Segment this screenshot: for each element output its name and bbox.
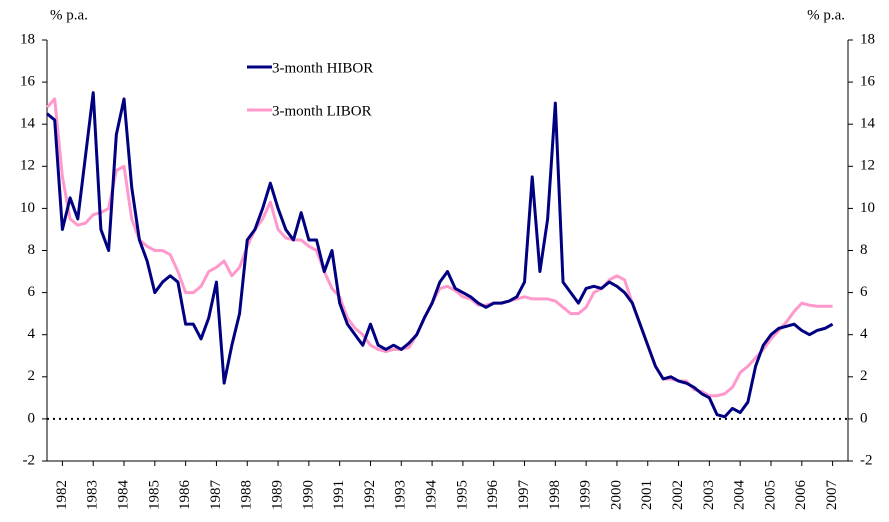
x-tick-label: 1986 (177, 480, 193, 511)
x-tick-label: 1990 (300, 480, 316, 510)
x-tick-label: 2004 (732, 480, 748, 511)
y-tick-label: 10 (20, 200, 35, 216)
y2-tick-label: 12 (860, 158, 875, 174)
x-tick-label: 2000 (608, 480, 624, 510)
legend-label: 3-month HIBOR (272, 60, 373, 76)
x-tick-label: 1984 (115, 480, 131, 511)
x-tick-label: 1982 (54, 480, 70, 510)
y2-tick-label: 18 (860, 31, 875, 47)
x-tick-label: 1985 (146, 480, 162, 510)
y-tick-label: 18 (20, 31, 35, 47)
x-tick-label: 1983 (85, 480, 101, 510)
x-tick-label: 2006 (793, 480, 809, 511)
y-tick-label: 2 (28, 368, 36, 384)
y-tick-label: 6 (28, 284, 36, 300)
x-tick-label: 1987 (208, 480, 224, 511)
series-line (46, 91, 834, 419)
y2-tick-label: 6 (860, 284, 868, 300)
y-axis-label: % p.a. (50, 7, 88, 23)
y2-tick-label: 10 (860, 200, 875, 216)
x-tick-label: 1998 (547, 480, 563, 510)
x-tick-label: 1996 (485, 480, 501, 511)
y-tick-label: 16 (20, 74, 36, 90)
x-tick-label: 1988 (239, 480, 255, 510)
y2-axis-label: % p.a. (807, 7, 845, 23)
y2-tick-label: 16 (860, 74, 876, 90)
x-tick-label: 1995 (454, 480, 470, 510)
x-tick-label: 1994 (424, 480, 440, 511)
y-tick-label: -2 (23, 452, 36, 468)
x-tick-label: 2002 (670, 480, 686, 510)
x-tick-label: 1991 (331, 480, 347, 510)
x-tick-label: 2007 (824, 480, 840, 511)
x-tick-label: 2001 (639, 480, 655, 510)
y-tick-label: 14 (20, 116, 36, 132)
x-tick-label: 1999 (578, 480, 594, 510)
x-tick-label: 1992 (362, 480, 378, 510)
y2-tick-label: -2 (860, 452, 873, 468)
y-tick-label: 4 (28, 326, 36, 342)
y2-tick-label: 14 (860, 116, 876, 132)
series-line (45, 97, 833, 398)
y-tick-label: 8 (28, 242, 36, 258)
y2-tick-label: 8 (860, 242, 868, 258)
legend-label: 3-month LIBOR (272, 103, 372, 119)
y-tick-label: 12 (20, 158, 35, 174)
x-tick-label: 1989 (269, 480, 285, 510)
y2-tick-label: 4 (860, 326, 868, 342)
x-tick-label: 2003 (701, 480, 717, 510)
x-tick-label: 1993 (393, 480, 409, 510)
x-tick-label: 1997 (516, 480, 532, 511)
y-tick-label: 0 (28, 410, 36, 426)
y2-tick-label: 0 (860, 410, 868, 426)
x-tick-label: 2005 (762, 480, 778, 510)
y2-tick-label: 2 (860, 368, 868, 384)
